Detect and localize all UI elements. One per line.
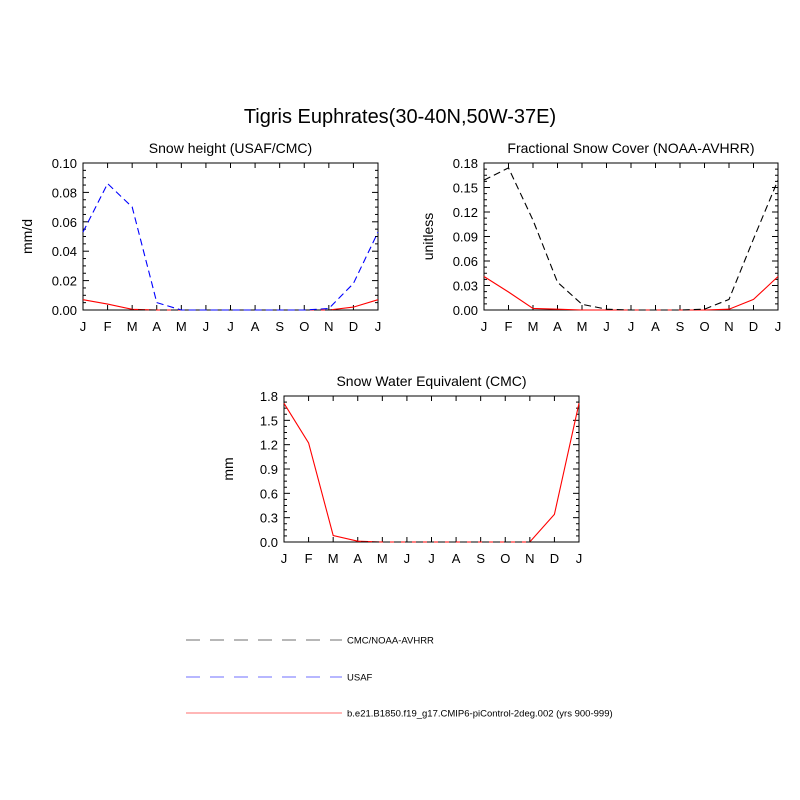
x-tick-label: J (80, 319, 87, 334)
x-tick-label: N (724, 319, 733, 334)
x-tick-label: J (775, 319, 782, 334)
y-tick-label: 0.15 (453, 181, 478, 196)
chart-panel-2: Fractional Snow Cover (NOAA-AVHRR) unitle… (420, 140, 781, 334)
plot-frame (283, 395, 580, 543)
plot-frame (82, 162, 379, 311)
x-tick-label: M (127, 319, 138, 334)
y-tick-label: 1.8 (260, 389, 278, 404)
figure-title: Tigris Euphrates(30-40N,50W-37E) (244, 106, 556, 128)
x-tick-label: M (328, 551, 339, 566)
x-tick-label: J (428, 551, 435, 566)
chart-title: Fractional Snow Cover (NOAA-AVHRR) (507, 140, 754, 156)
y-tick-label: 0.08 (52, 185, 77, 200)
y-tick-label: 1.2 (260, 438, 278, 453)
legend-label-cmc: CMC/NOAA-AVHRR (347, 636, 434, 647)
y-tick-label: 0.3 (260, 511, 278, 526)
x-tick-label: O (299, 319, 309, 334)
chart-title: Snow Water Equivalent (CMC) (336, 373, 526, 389)
y-tick-label: 0.18 (453, 156, 478, 171)
x-tick-label: J (375, 319, 382, 334)
y-tick-label: 0.03 (453, 279, 478, 294)
x-tick-label: S (275, 319, 284, 334)
x-tick-label: F (505, 319, 513, 334)
chart-panel-1: Snow height (USAF/CMC)mm/dJ F M A M J J A S O N D J0… (19, 140, 381, 334)
x-tick-label: J (203, 319, 210, 334)
y-tick-label: 0.12 (453, 205, 478, 220)
x-tick-label: N (525, 551, 534, 566)
y-tick-label: 0.06 (453, 254, 478, 269)
x-tick-label: A (353, 551, 362, 566)
chart-title: Snow height (USAF/CMC) (149, 140, 312, 156)
x-tick-label: M (176, 319, 187, 334)
series-line-usaf (82, 182, 379, 311)
x-tick-label: F (104, 319, 112, 334)
x-tick-label: M (528, 319, 539, 334)
x-tick-label: J (603, 319, 610, 334)
y-tick-label: 0.10 (52, 156, 77, 171)
y-tick-label: 0.9 (260, 462, 278, 477)
x-tick-label: O (699, 319, 709, 334)
series-line-model (483, 276, 779, 311)
legend-label-model: b.e21.B1850.f19_g17.CMIP6-piControl-2deg… (347, 709, 613, 720)
x-tick-label: J (404, 551, 411, 566)
x-tick-label: S (476, 551, 485, 566)
x-tick-label: M (377, 551, 388, 566)
chart-panel-3: Snow Water Equivalent (CMC)mmJ F M A M J J A S O N… (220, 373, 582, 566)
x-tick-label: J (481, 319, 488, 334)
x-tick-label: D (349, 319, 358, 334)
y-axis-label: mm/d (19, 219, 35, 254)
x-tick-label: F (305, 551, 313, 566)
legend-label-usaf: USAF (347, 673, 373, 684)
x-tick-label: M (577, 319, 588, 334)
x-tick-label: A (651, 319, 660, 334)
x-tick-label: J (628, 319, 635, 334)
x-tick-label: A (251, 319, 260, 334)
legend: CMC/NOAA-AVHRR USAF b.e21.B1850.f19_g17.CM… (186, 636, 613, 720)
y-axis-label: unitless (420, 213, 436, 260)
y-tick-label: 0.0 (260, 535, 278, 550)
y-tick-label: 0.00 (453, 303, 478, 318)
x-tick-label: J (227, 319, 234, 334)
series-line-model (283, 403, 580, 543)
y-tick-label: 0.04 (52, 244, 77, 259)
series-line-cmc (483, 167, 779, 311)
x-tick-label: O (500, 551, 510, 566)
x-tick-label: A (452, 551, 461, 566)
y-tick-label: 0.09 (453, 230, 478, 245)
x-tick-label: J (281, 551, 288, 566)
y-tick-label: 0.02 (52, 274, 77, 289)
y-tick-label: 1.5 (260, 413, 278, 428)
y-axis-label: mm (220, 457, 236, 480)
x-tick-label: S (676, 319, 685, 334)
x-tick-label: D (550, 551, 559, 566)
x-tick-label: A (152, 319, 161, 334)
x-tick-label: A (553, 319, 562, 334)
x-tick-label: D (749, 319, 758, 334)
y-tick-label: 0.6 (260, 486, 278, 501)
y-tick-label: 0.00 (52, 303, 77, 318)
x-tick-label: N (324, 319, 333, 334)
y-tick-label: 0.06 (52, 215, 77, 230)
x-tick-label: J (576, 551, 583, 566)
